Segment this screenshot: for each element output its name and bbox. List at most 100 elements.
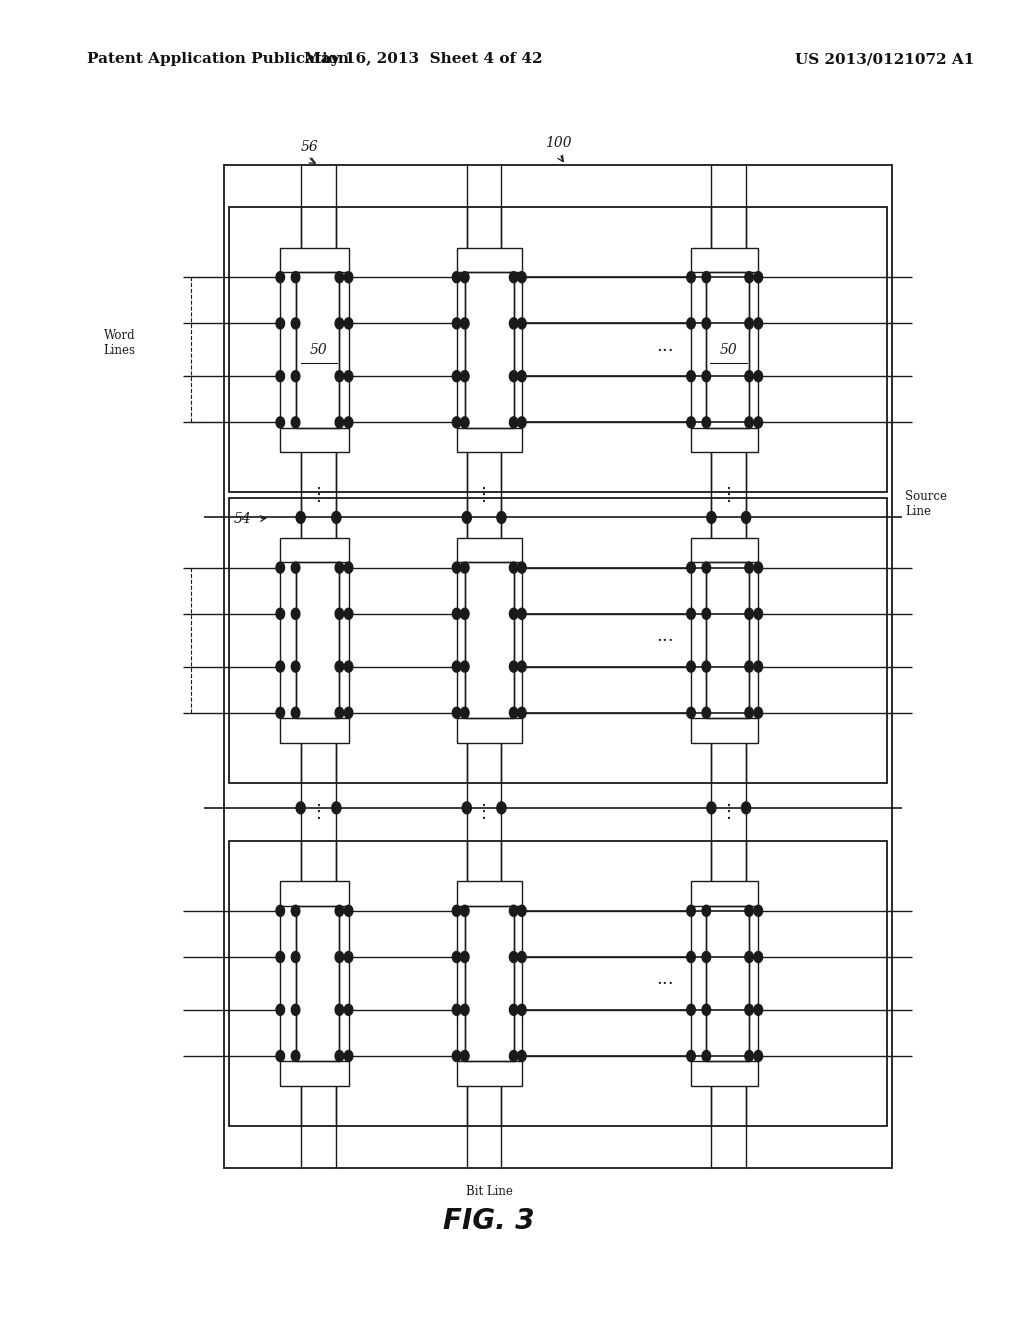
Circle shape [332, 801, 341, 813]
Text: 50: 50 [720, 343, 737, 356]
Bar [457, 882, 522, 1085]
Circle shape [509, 1005, 518, 1015]
Circle shape [687, 562, 695, 573]
Circle shape [517, 609, 526, 619]
Text: US 2013/0121072 A1: US 2013/0121072 A1 [795, 53, 975, 66]
Circle shape [497, 801, 506, 813]
Circle shape [509, 708, 518, 718]
Text: ⋮: ⋮ [475, 486, 494, 504]
Circle shape [754, 562, 763, 573]
Circle shape [744, 1051, 754, 1061]
Circle shape [517, 1051, 526, 1061]
Circle shape [276, 417, 285, 428]
Circle shape [344, 562, 353, 573]
Circle shape [276, 562, 285, 573]
Circle shape [702, 417, 711, 428]
Circle shape [744, 417, 754, 428]
Circle shape [291, 708, 300, 718]
Circle shape [687, 906, 695, 916]
Circle shape [276, 272, 285, 282]
Text: ⋮: ⋮ [310, 486, 328, 504]
Bar [691, 248, 759, 451]
Circle shape [453, 1005, 461, 1015]
Circle shape [332, 511, 341, 524]
Bar [457, 539, 522, 742]
Circle shape [276, 609, 285, 619]
Circle shape [344, 318, 353, 329]
Circle shape [509, 562, 518, 573]
Text: May 16, 2013  Sheet 4 of 42: May 16, 2013 Sheet 4 of 42 [304, 53, 543, 66]
Text: ⋮: ⋮ [475, 803, 494, 821]
Circle shape [276, 1051, 285, 1061]
Bar [707, 272, 750, 428]
Circle shape [453, 562, 461, 573]
Bar [457, 248, 522, 451]
Text: 56: 56 [301, 140, 318, 154]
Circle shape [461, 952, 469, 962]
Circle shape [741, 801, 751, 813]
Bar [691, 539, 759, 742]
Bar [281, 539, 348, 742]
Circle shape [754, 708, 763, 718]
Bar [296, 906, 339, 1061]
Circle shape [744, 318, 754, 329]
Circle shape [462, 801, 471, 813]
Circle shape [453, 318, 461, 329]
Circle shape [702, 609, 711, 619]
Text: ⋮: ⋮ [720, 486, 737, 504]
Circle shape [291, 272, 300, 282]
Circle shape [291, 417, 300, 428]
Circle shape [744, 1005, 754, 1015]
Circle shape [296, 511, 305, 524]
Circle shape [517, 661, 526, 672]
Text: Bit Line: Bit Line [466, 1185, 513, 1199]
Circle shape [461, 708, 469, 718]
Circle shape [291, 906, 300, 916]
Circle shape [453, 609, 461, 619]
Circle shape [276, 952, 285, 962]
Circle shape [453, 906, 461, 916]
Bar [707, 562, 750, 718]
Circle shape [744, 371, 754, 381]
Text: ⋮: ⋮ [310, 803, 328, 821]
Circle shape [291, 1051, 300, 1061]
Circle shape [291, 562, 300, 573]
Circle shape [509, 318, 518, 329]
Circle shape [344, 952, 353, 962]
Bar [229, 207, 887, 492]
Circle shape [344, 661, 353, 672]
Text: 100: 100 [546, 136, 572, 150]
Circle shape [702, 1051, 711, 1061]
Circle shape [687, 661, 695, 672]
Circle shape [509, 906, 518, 916]
Text: Word
Lines: Word Lines [103, 329, 135, 358]
Circle shape [687, 708, 695, 718]
Circle shape [291, 318, 300, 329]
Circle shape [754, 906, 763, 916]
Circle shape [687, 609, 695, 619]
Circle shape [344, 708, 353, 718]
Text: ⋮: ⋮ [720, 803, 737, 821]
Bar [296, 272, 339, 428]
Circle shape [744, 272, 754, 282]
Circle shape [335, 609, 344, 619]
Circle shape [276, 1005, 285, 1015]
Circle shape [461, 906, 469, 916]
Circle shape [517, 952, 526, 962]
Circle shape [702, 661, 711, 672]
Circle shape [461, 318, 469, 329]
Circle shape [453, 708, 461, 718]
Circle shape [344, 417, 353, 428]
Circle shape [461, 417, 469, 428]
Bar [465, 906, 514, 1061]
Circle shape [453, 1051, 461, 1061]
Circle shape [517, 417, 526, 428]
Circle shape [462, 511, 471, 524]
Text: 50: 50 [310, 343, 328, 356]
Circle shape [509, 661, 518, 672]
Circle shape [754, 1051, 763, 1061]
Text: ...: ... [656, 627, 674, 645]
Circle shape [741, 511, 751, 524]
Circle shape [344, 1005, 353, 1015]
Circle shape [335, 1005, 344, 1015]
